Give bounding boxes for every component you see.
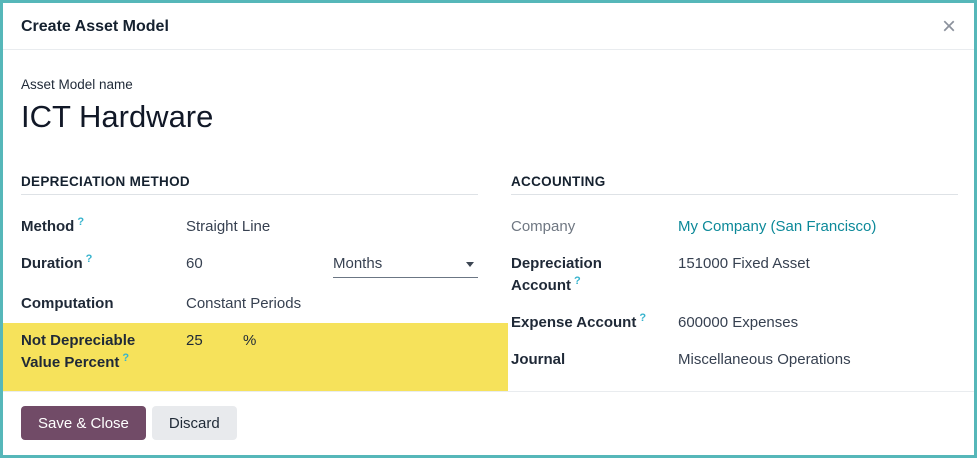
field-row-expense-account: Expense Account? 600000 Expenses (511, 312, 958, 334)
computation-label: Computation (21, 295, 114, 312)
duration-label: Duration? (21, 253, 93, 273)
field-row-duration: Duration? 60 Months (21, 253, 478, 278)
method-select[interactable]: Straight Line (186, 218, 271, 235)
field-row-journal: Journal Miscellaneous Operations (511, 349, 958, 371)
computation-select[interactable]: Constant Periods (186, 295, 302, 312)
section-depreciation-method: DEPRECIATION METHOD Method? Straight Lin… (21, 174, 478, 389)
help-icon[interactable]: ? (122, 352, 130, 364)
save-and-close-button[interactable]: Save & Close (21, 406, 146, 440)
expense-account-label: Expense Account? (511, 312, 647, 332)
duration-unit-value: Months (333, 255, 383, 272)
percent-sign: % (243, 332, 257, 349)
help-icon[interactable]: ? (85, 253, 93, 265)
not-depreciable-value-percent-label: Not Depreciable Value Percent? (21, 332, 136, 371)
asset-model-name-input[interactable]: ICT Hardware (21, 99, 214, 134)
help-icon[interactable]: ? (639, 312, 647, 324)
company-label: Company (511, 218, 576, 235)
help-icon[interactable]: ? (77, 216, 85, 228)
field-row-method: Method? Straight Line (21, 216, 478, 238)
duration-value-group: 60 Months (186, 253, 478, 278)
section-title-accounting: ACCOUNTING (511, 174, 958, 195)
journal-label: Journal (511, 351, 566, 368)
section-title-depreciation: DEPRECIATION METHOD (21, 174, 478, 195)
depreciation-account-label: Depreciation Account? (511, 255, 602, 294)
dialog-header: Create Asset Model × (3, 3, 974, 50)
dialog-body: Asset Model name ICT Hardware DEPRECIATI… (3, 50, 974, 391)
duration-input[interactable]: 60 (186, 255, 203, 272)
method-label: Method? (21, 216, 85, 236)
field-row-depreciation-account: Depreciation Account? 151000 Fixed Asset (511, 253, 958, 297)
chevron-down-icon (466, 261, 474, 267)
field-row-computation: Computation Constant Periods (21, 293, 478, 315)
field-row-company: Company My Company (San Francisco) (511, 216, 958, 238)
close-icon[interactable]: × (938, 11, 960, 43)
duration-unit-select[interactable]: Months (333, 253, 478, 278)
not-depreciable-value-percent-input[interactable]: 25 (186, 332, 203, 349)
company-link[interactable]: My Company (San Francisco) (678, 218, 877, 235)
section-accounting: ACCOUNTING Company My Company (San Franc… (511, 174, 958, 389)
journal-input[interactable]: Miscellaneous Operations (678, 351, 851, 368)
yellow-highlight-overlay (3, 323, 508, 392)
dialog-title: Create Asset Model (21, 18, 169, 35)
field-row-not-depreciable-value-percent: Not Depreciable Value Percent? 25 % (21, 330, 478, 374)
discard-button[interactable]: Discard (151, 406, 237, 440)
form-columns: DEPRECIATION METHOD Method? Straight Lin… (21, 174, 958, 389)
asset-model-name-label: Asset Model name (21, 77, 133, 92)
help-icon[interactable]: ? (574, 275, 581, 287)
depreciation-account-input[interactable]: 151000 Fixed Asset (678, 255, 810, 272)
dialog-footer: Save & Close Discard (3, 391, 974, 455)
expense-account-input[interactable]: 600000 Expenses (678, 314, 799, 331)
